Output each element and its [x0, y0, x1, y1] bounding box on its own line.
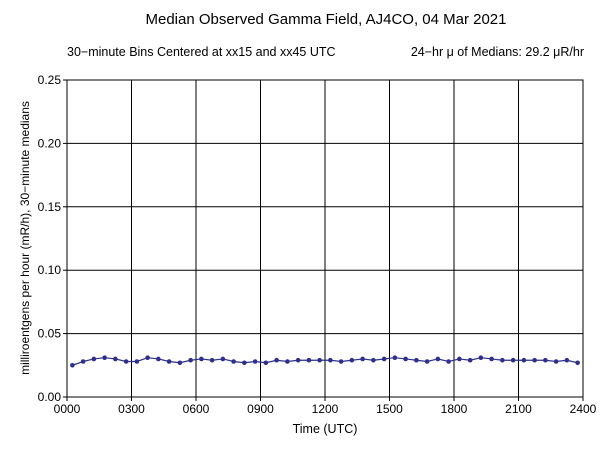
x-tick-label: 2100	[505, 402, 532, 416]
data-point	[478, 355, 484, 360]
data-point	[252, 359, 258, 364]
y-tick-label: 0.10	[38, 263, 62, 277]
data-point	[381, 356, 387, 362]
data-point	[510, 357, 516, 363]
data-point	[435, 356, 441, 362]
data-point	[457, 356, 462, 362]
y-tick-label: 0.15	[38, 200, 62, 214]
grid-lines	[66, 79, 584, 398]
y-tick-label: 0.00	[38, 390, 62, 404]
data-point	[80, 359, 86, 364]
data-point	[242, 360, 247, 366]
x-axis-ticks: 0000 0300 0600 0900 1200 1500 1800 2100 2400	[54, 397, 597, 416]
data-point	[553, 359, 559, 364]
data-point	[500, 357, 505, 363]
data-point	[467, 357, 473, 363]
data-point	[414, 357, 419, 363]
x-tick-label: 1500	[376, 402, 403, 416]
data-point	[403, 356, 408, 362]
data-point	[220, 356, 226, 362]
data-point	[295, 357, 301, 363]
y-tick-label: 0.25	[38, 73, 62, 87]
chart-title: Median Observed Gamma Field, AJ4CO, 04 M…	[146, 11, 507, 28]
data-point	[123, 359, 129, 364]
data-point	[70, 363, 75, 368]
data-point	[113, 356, 118, 362]
series-layer	[70, 355, 580, 368]
x-tick-label: 2400	[570, 402, 597, 416]
data-point	[338, 359, 344, 364]
x-tick-label: 0000	[54, 402, 81, 416]
data-point	[285, 359, 290, 364]
x-tick-label: 0900	[247, 402, 274, 416]
data-point	[532, 357, 537, 363]
data-point	[209, 357, 215, 363]
data-point	[156, 356, 161, 362]
data-point	[306, 357, 312, 363]
data-point	[177, 360, 183, 366]
data-point	[91, 356, 97, 362]
data-point	[489, 356, 494, 362]
y-axis-label: milliroentgens per hour (mR/h), 30−minut…	[18, 101, 32, 375]
data-point	[446, 359, 451, 364]
data-point	[328, 357, 333, 363]
data-point	[145, 355, 150, 360]
data-point	[349, 357, 355, 363]
x-tick-label: 1200	[312, 402, 339, 416]
x-tick-label: 0300	[118, 402, 145, 416]
data-point	[274, 357, 279, 363]
x-axis-label: Time (UTC)	[293, 422, 358, 436]
chart-subtitle-bins: 30−minute Bins Centered at xx15 and xx45…	[67, 45, 336, 59]
y-tick-label: 0.05	[38, 327, 62, 341]
y-tick-label: 0.20	[38, 136, 62, 150]
data-point	[188, 357, 193, 363]
chart-subtitle-mean: 24−hr μ of Medians: 29.2 μR/hr	[411, 45, 584, 59]
data-point	[166, 359, 172, 364]
data-point	[521, 357, 527, 363]
data-point	[564, 357, 570, 363]
data-point	[575, 360, 580, 366]
data-point	[263, 360, 269, 366]
data-point	[199, 356, 204, 362]
y-axis-ticks: 0.00 0.05 0.10 0.15 0.20 0.25	[38, 73, 67, 404]
data-point	[424, 359, 430, 364]
data-point	[360, 356, 365, 362]
data-point	[392, 355, 398, 360]
x-tick-label: 1800	[441, 402, 468, 416]
data-point	[102, 355, 107, 360]
data-point	[371, 357, 376, 363]
x-tick-label: 0600	[183, 402, 210, 416]
data-point	[317, 357, 322, 363]
data-point	[134, 359, 140, 364]
data-point	[543, 357, 548, 363]
data-point	[231, 359, 236, 364]
